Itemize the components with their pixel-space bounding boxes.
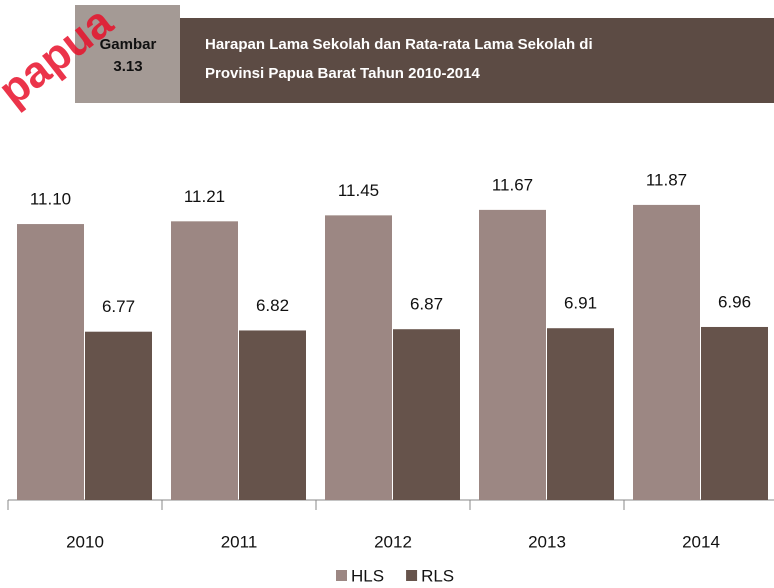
value-label: 11.87 (646, 170, 687, 189)
bar (701, 326, 768, 500)
value-label: 6.87 (410, 295, 443, 314)
bar (393, 329, 460, 500)
bar (85, 331, 152, 500)
header-band (75, 18, 774, 103)
value-label: 11.67 (492, 175, 533, 194)
legend-label: RLS (421, 566, 454, 585)
chart-title: Provinsi Papua Barat Tahun 2010-2014 (205, 65, 480, 82)
value-label: 6.91 (564, 294, 597, 313)
value-label: 11.21 (184, 187, 225, 206)
chart-title: Harapan Lama Sekolah dan Rata-rata Lama … (205, 36, 593, 53)
bar (17, 224, 84, 500)
x-tick-label: 2010 (66, 532, 104, 551)
value-label: 6.77 (102, 297, 135, 316)
value-label: 11.10 (30, 190, 71, 209)
badge-label: Gambar (100, 36, 157, 53)
bar (239, 330, 306, 500)
x-tick-label: 2012 (374, 532, 412, 551)
legend-swatch (336, 570, 347, 581)
x-tick-label: 2014 (682, 532, 720, 551)
legend-label: HLS (351, 566, 384, 585)
value-label: 6.96 (718, 292, 751, 311)
bar (171, 221, 238, 500)
bar (547, 328, 614, 500)
value-label: 6.82 (256, 296, 289, 315)
x-tick-label: 2013 (528, 532, 566, 551)
legend-swatch (406, 570, 418, 581)
value-label: 11.45 (338, 181, 379, 200)
x-tick-label: 2011 (221, 532, 258, 551)
badge-box (75, 5, 180, 103)
bar (479, 209, 546, 501)
bar (325, 215, 392, 500)
badge-number: 3.13 (113, 58, 142, 75)
bar (633, 204, 700, 500)
